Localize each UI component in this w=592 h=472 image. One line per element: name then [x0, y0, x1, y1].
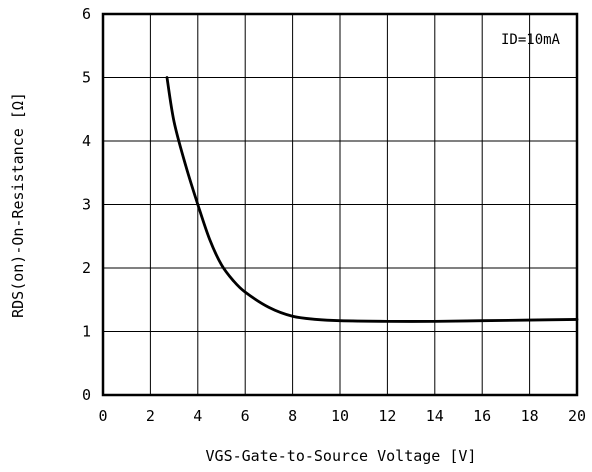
series-line	[165, 76, 579, 323]
y-tick-label: 2	[82, 259, 91, 277]
x-tick-label: 4	[193, 407, 202, 425]
x-tick-label: 16	[473, 407, 491, 425]
x-tick-label: 8	[288, 407, 297, 425]
x-tick-label: 10	[331, 407, 349, 425]
x-axis-label: VGS-Gate-to-Source Voltage [V]	[206, 447, 477, 465]
x-tick-label: 20	[568, 407, 586, 425]
x-tick-label: 14	[426, 407, 444, 425]
y-tick-label: 1	[82, 323, 91, 341]
x-tick-label: 18	[521, 407, 539, 425]
y-tick-label: 5	[82, 69, 91, 87]
condition-annotation: ID=10mA	[501, 32, 561, 48]
y-tick-labels: 0 1 2 3 4 5 6	[82, 5, 91, 404]
x-tick-label: 12	[378, 407, 396, 425]
x-tick-labels: 0 2 4 6 8 10 12 14 16 18 20	[98, 407, 586, 425]
grid	[103, 14, 577, 395]
x-tick-label: 2	[146, 407, 155, 425]
x-tick-label: 0	[98, 407, 107, 425]
y-tick-label: 0	[82, 386, 91, 404]
y-tick-label: 4	[82, 132, 91, 150]
x-tick-label: 6	[241, 407, 250, 425]
plot-frame	[101, 12, 579, 397]
y-tick-label: 6	[82, 5, 91, 23]
y-axis-label: RDS(on)-On-Resistance [Ω]	[9, 92, 27, 318]
y-tick-label: 3	[82, 196, 91, 214]
